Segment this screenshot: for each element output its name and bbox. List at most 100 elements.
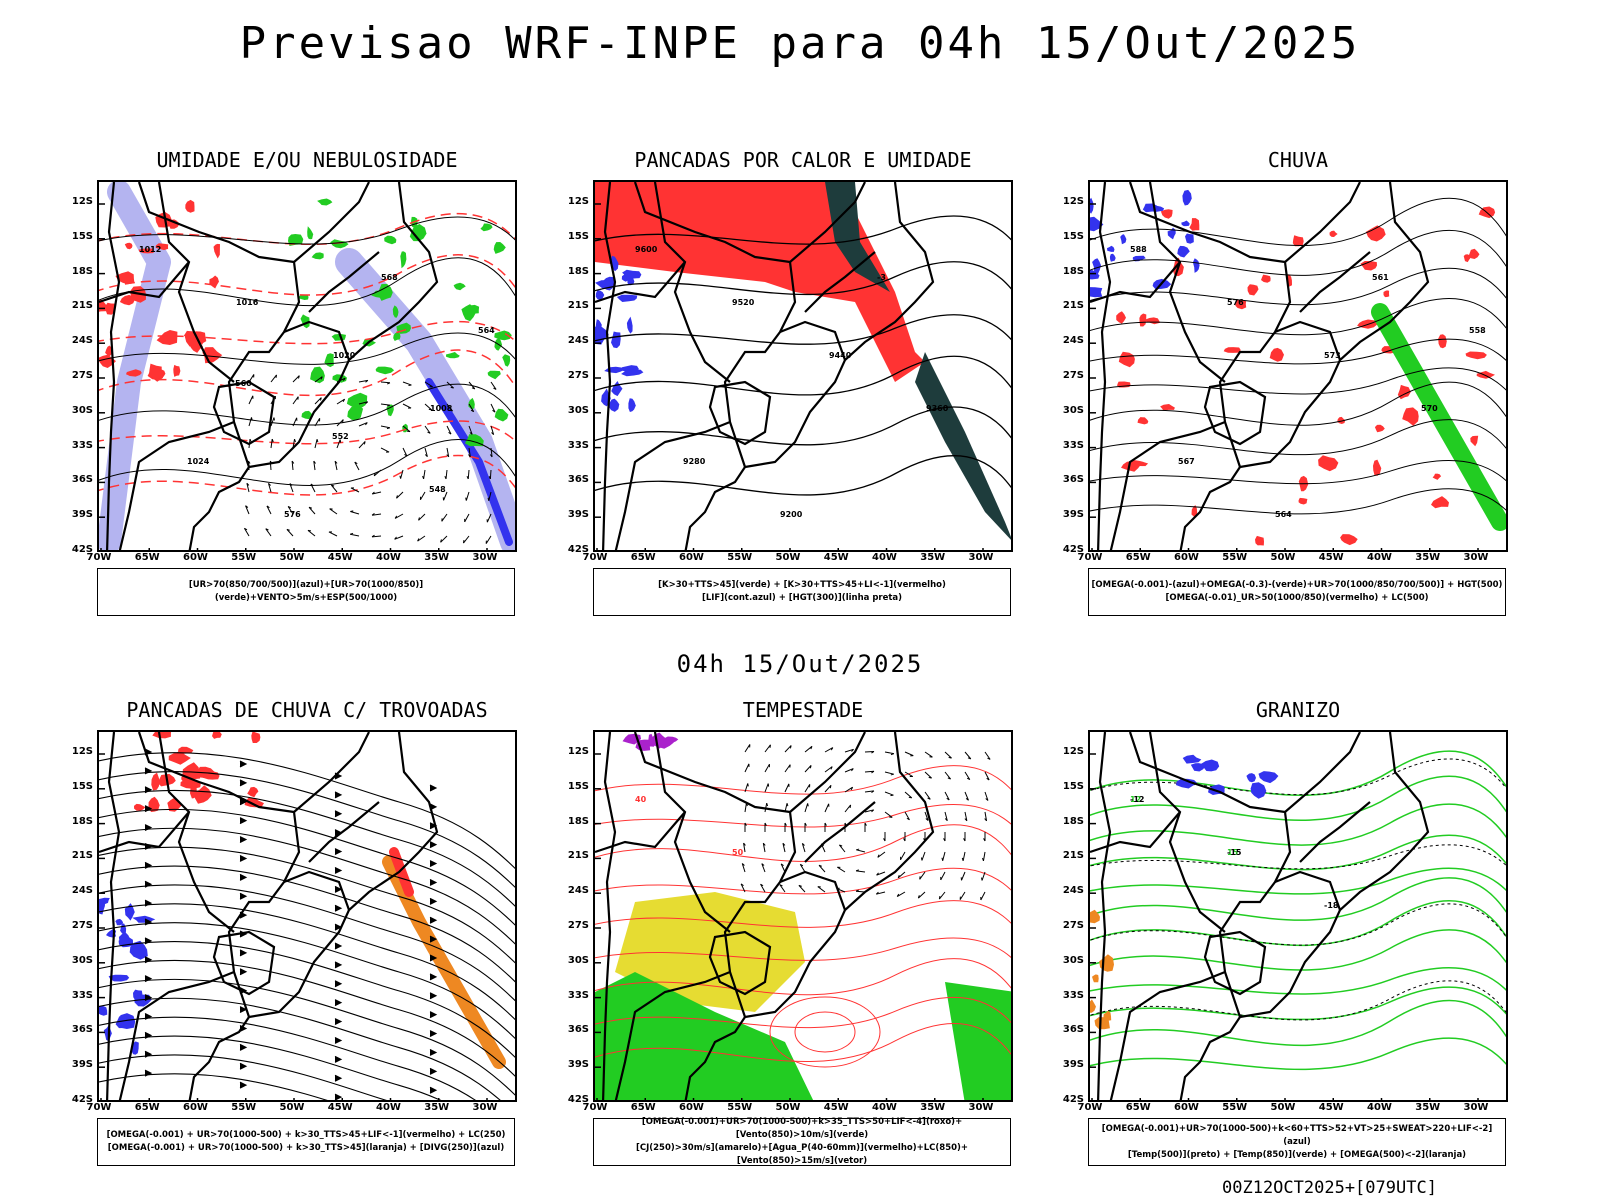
wind-850-area xyxy=(945,982,1011,1100)
legend-line: [OMEGA(-0.001) + UR>70(1000-500) + k>30_… xyxy=(106,1130,506,1140)
political-borders xyxy=(595,182,935,550)
contour-label: 588 xyxy=(1130,245,1147,254)
longitude-label: 40W xyxy=(1367,552,1392,563)
latitude-label: 27S xyxy=(1062,920,1084,931)
humidity-band xyxy=(99,182,171,550)
latitude-label: 27S xyxy=(71,920,93,931)
contour-label: 50 xyxy=(732,848,744,857)
latitude-label: 12S xyxy=(567,746,589,757)
longitude-label: 70W xyxy=(86,552,112,563)
longitude-label: 35W xyxy=(1415,552,1441,563)
contour-label: 9360 xyxy=(926,404,949,413)
panel-title: UMIDADE E/OU NEBULOSIDADE xyxy=(156,148,458,172)
latitude-label: 30S xyxy=(567,954,589,966)
longitude-label: 60W xyxy=(679,552,704,563)
latitude-label: 18S xyxy=(1062,815,1084,827)
longitude-label: 55W xyxy=(1222,1102,1248,1113)
political-borders xyxy=(1090,182,1430,550)
latitude-label: 39S xyxy=(1062,509,1084,521)
forecast-map xyxy=(97,730,517,1102)
latitude-label: 36S xyxy=(1062,474,1084,486)
latitude-label: 30S xyxy=(1062,404,1084,416)
legend-line: [OMEGA(-0.001) + UR>70(1000-500) + k>30_… xyxy=(107,1143,505,1153)
latitude-label: 15S xyxy=(567,230,589,242)
longitude-label: 30W xyxy=(968,552,994,563)
latitude-label: 24S xyxy=(567,335,589,347)
longitude-label: 65W xyxy=(630,1102,656,1113)
hail-area xyxy=(1175,754,1279,799)
panel-legend: [OMEGA(-0.001)+UR>70(1000-500)+k<60+TTS>… xyxy=(1088,1118,1506,1166)
latitude-label: 18S xyxy=(567,815,589,827)
forecast-map: 40 50 xyxy=(593,730,1013,1102)
legend-line: [UR>70(850/700/500)](azul)+[UR>70(1000/8… xyxy=(188,580,424,603)
longitude-label: 65W xyxy=(1125,1102,1151,1113)
longitude-label: 50W xyxy=(279,552,305,563)
latitude-label: 27S xyxy=(1062,370,1084,381)
contour-label: 9280 xyxy=(683,457,706,466)
longitude-label: 30W xyxy=(1463,1102,1489,1113)
latitude-label: 18S xyxy=(567,265,589,277)
longitude-label: 30W xyxy=(968,1102,994,1113)
legend-line: [OMEGA(-0.01)_UR>50(1000/850)(vermelho) … xyxy=(1165,593,1429,603)
latitude-label: 36S xyxy=(71,1024,93,1036)
latitude-label: 39S xyxy=(567,509,589,521)
contour-label: 552 xyxy=(332,432,349,441)
latitude-label: 18S xyxy=(71,815,93,827)
contour-label: -3 xyxy=(877,273,886,282)
longitude-label: 35W xyxy=(424,552,450,563)
longitude-label: 35W xyxy=(1415,1102,1441,1113)
latitude-label: 15S xyxy=(71,230,93,242)
latitude-label: 42S xyxy=(567,1094,589,1105)
contour-label: 558 xyxy=(1469,326,1486,335)
longitude-label: 65W xyxy=(134,1102,160,1113)
streamlines xyxy=(99,748,515,1100)
longitude-label: 70W xyxy=(582,1102,608,1113)
latitude-label: 21S xyxy=(71,300,93,312)
longitude-label: 70W xyxy=(582,552,608,563)
humidity-core xyxy=(425,378,513,546)
contour-label: 1020 xyxy=(333,351,356,360)
longitude-label: 45W xyxy=(823,1102,849,1113)
longitude-label: 45W xyxy=(823,552,849,563)
legend-line: [CJ(250)>30m/s](amarelo)+[Agua_P(40-60mm… xyxy=(635,1143,969,1166)
contour-label: 576 xyxy=(1227,298,1244,307)
longitude-label: 35W xyxy=(920,1102,946,1113)
thunderstorm-area xyxy=(134,732,264,812)
longitude-label: 30W xyxy=(472,552,498,563)
isoline-group xyxy=(595,215,1011,496)
contour-label: 9520 xyxy=(732,298,755,307)
latitude-label: 21S xyxy=(567,300,589,312)
panel-title: TEMPESTADE xyxy=(742,698,864,722)
latitude-label: 33S xyxy=(71,989,93,1001)
rain-weak-omega xyxy=(1090,189,1200,298)
latitude-label: 30S xyxy=(1062,954,1084,966)
longitude-label: 55W xyxy=(231,552,257,563)
latitude-label: 27S xyxy=(71,370,93,381)
contour-label: 9440 xyxy=(829,351,852,360)
contour-label: 1016 xyxy=(236,298,259,307)
latitude-label: 39S xyxy=(71,1059,93,1071)
latitude-label: 24S xyxy=(1062,335,1084,347)
longitude-label: 40W xyxy=(872,552,897,563)
longitude-label: 45W xyxy=(327,1102,353,1113)
panel-legend: [OMEGA(-0.001)+UR>70(1000-500)+k>35_TTS>… xyxy=(593,1117,1011,1166)
low-level-humidity xyxy=(288,198,512,447)
contour-label: 576 xyxy=(284,510,301,519)
contour-label: 568 xyxy=(381,273,398,282)
latitude-label: 39S xyxy=(71,509,93,521)
longitude-label: 40W xyxy=(376,552,401,563)
longitude-label: 40W xyxy=(872,1102,897,1113)
latitude-label: 39S xyxy=(1062,1059,1084,1071)
latitude-label: 30S xyxy=(71,954,93,966)
panel-legend: [OMEGA(-0.001)-(azul)+OMEGA(-0.3)-(verde… xyxy=(1088,568,1506,616)
legend-line: [K>30+TTS>45](verde) + [K>30+TTS>45+LI<-… xyxy=(658,580,946,590)
latitude-label: 33S xyxy=(1062,439,1084,451)
contour-label: 15 xyxy=(1227,848,1239,857)
latitude-label: 33S xyxy=(567,439,589,451)
latitude-label: 24S xyxy=(1062,885,1084,897)
longitude-label: 60W xyxy=(183,552,208,563)
latitude-label: 36S xyxy=(567,1024,589,1036)
longitude-label: 55W xyxy=(231,1102,257,1113)
contour-label: 9200 xyxy=(780,510,803,519)
longitude-label: 55W xyxy=(1222,552,1248,563)
